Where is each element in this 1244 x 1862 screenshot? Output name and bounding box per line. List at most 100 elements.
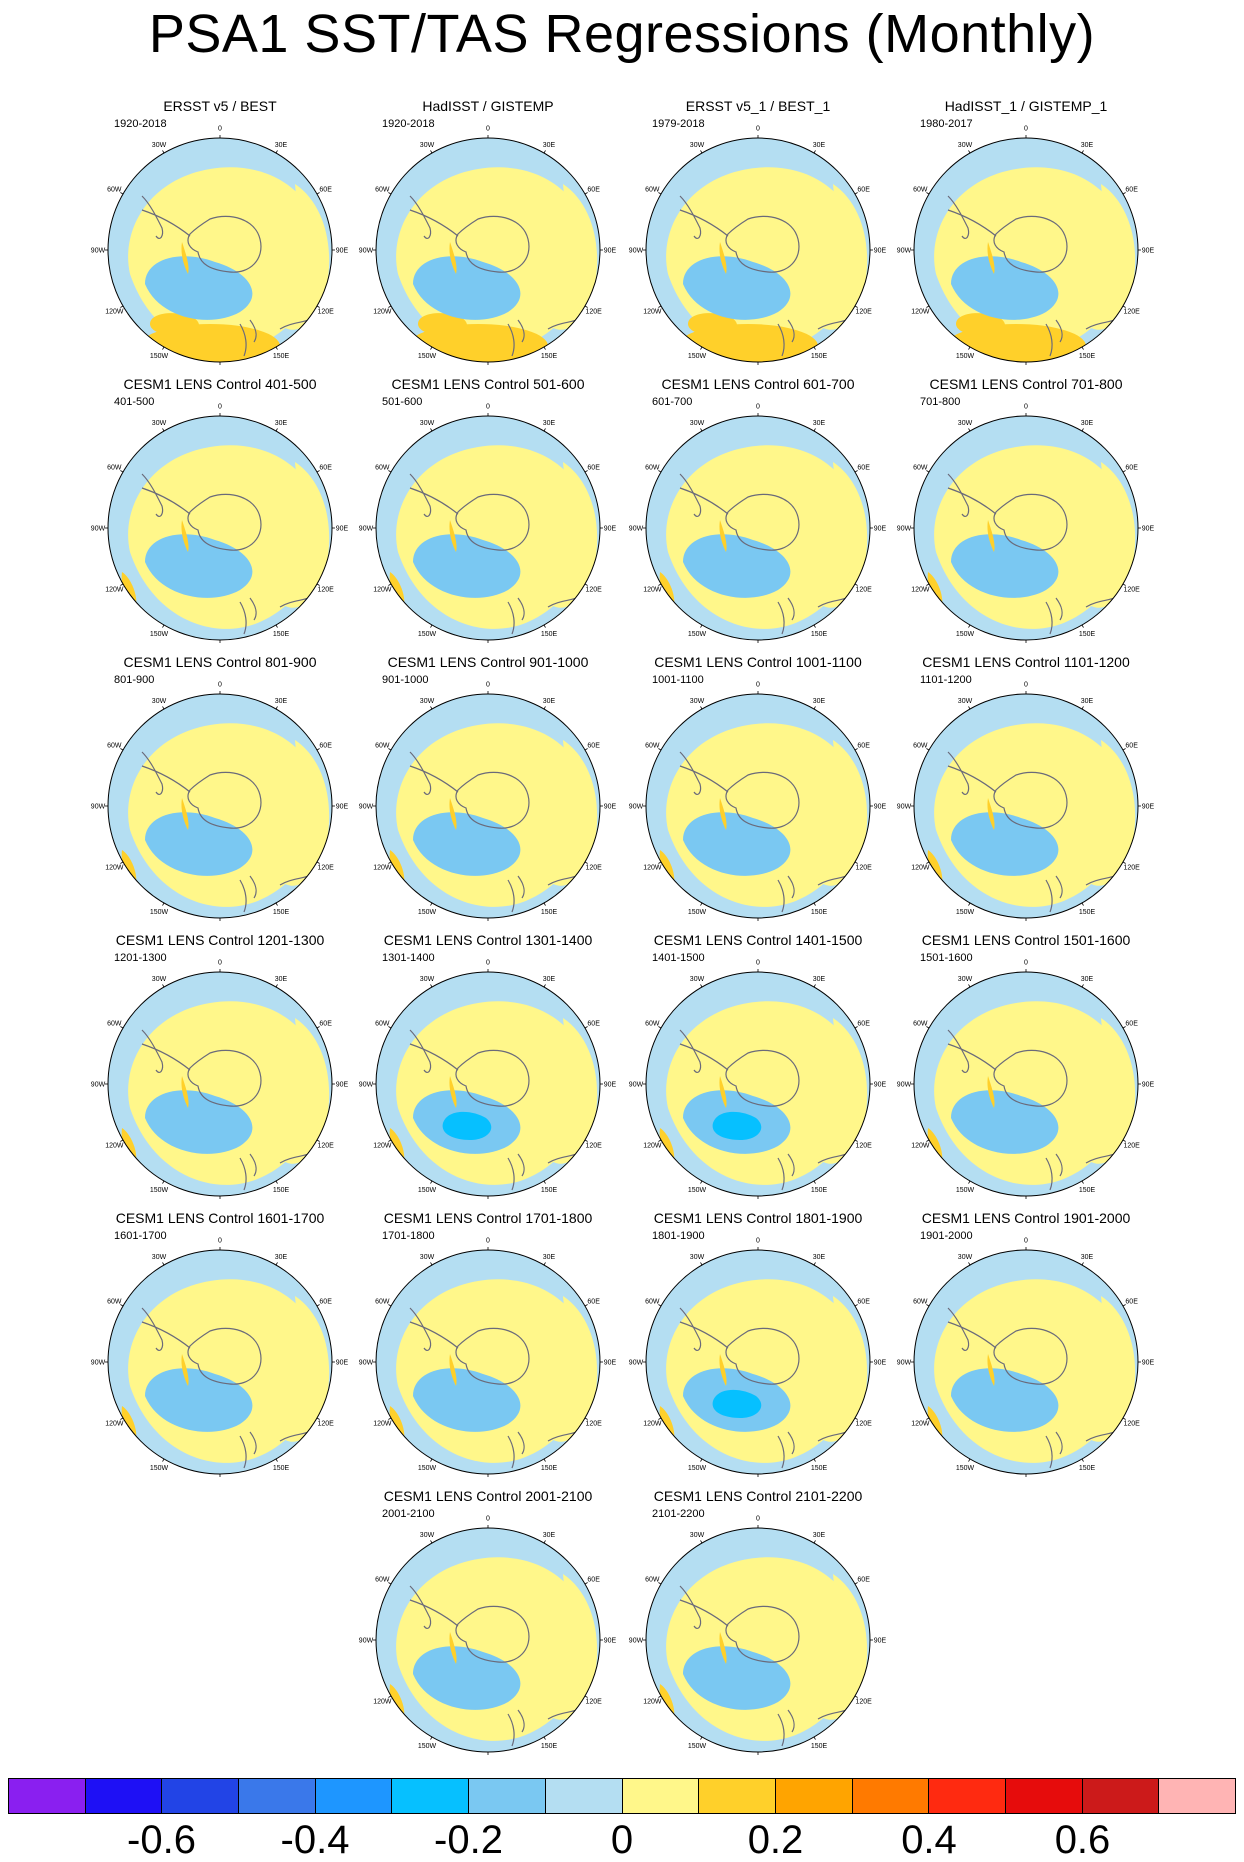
panel-title: CESM1 LENS Control 1901-2000 [921, 1210, 1131, 1226]
lon-tick [543, 902, 546, 906]
antarctica-outline [725, 1327, 800, 1385]
lon-tick [430, 1736, 433, 1740]
lon-tick [700, 1458, 703, 1462]
antarctica-outline [993, 771, 1068, 829]
south-america-outline [947, 751, 970, 795]
lon-label: 90W [629, 804, 644, 811]
lon-label: 120W [911, 1421, 930, 1428]
lon-label: 30E [543, 698, 556, 705]
lon-tick [120, 748, 124, 751]
polar-map: 030E60E90E120E150E180150W120W90W60W30W [629, 682, 887, 921]
map-panel: CESM1 LENS Control 501-600 501-600 0 30E 60E… [358, 376, 618, 646]
south-america-outline [141, 1307, 164, 1351]
lon-label: 150W [418, 1187, 437, 1194]
new-zealand-outline [507, 875, 525, 913]
lon-tick [388, 861, 392, 864]
africa-outline [285, 975, 299, 997]
lon-label: 150W [150, 1187, 169, 1194]
lon-label: 150E [1079, 1187, 1096, 1194]
antarctica-outline [187, 1049, 262, 1107]
new-zealand-outline [777, 1431, 795, 1469]
lon-tick [854, 1139, 858, 1142]
lon-tick [120, 192, 124, 195]
new-zealand-outline [777, 1153, 795, 1191]
lon-tick [543, 1540, 546, 1544]
lon-label: 30E [543, 1254, 556, 1261]
lon-label: 120W [373, 309, 392, 316]
lon-label: 90W [91, 1082, 106, 1089]
panel-title: CESM1 LENS Control 501-600 [391, 376, 585, 392]
colorbar-cell [545, 1779, 623, 1813]
lon-tick [700, 1262, 703, 1266]
africa-outline [1091, 1253, 1105, 1275]
lon-tick [926, 1026, 930, 1029]
panel-years: 701-800 [920, 396, 961, 408]
lon-tick [854, 1582, 858, 1585]
lon-tick [700, 902, 703, 906]
lon-label: 0 [486, 404, 490, 411]
map-panel: CESM1 LENS Control 1901-2000 1901-2000 0 30… [896, 1210, 1156, 1480]
lon-tick [968, 1180, 971, 1184]
lon-tick [658, 1026, 662, 1029]
panel-years: 501-600 [382, 396, 423, 408]
negative-anomaly-region [413, 1646, 521, 1710]
lon-tick [584, 748, 588, 751]
strong-positive-region [449, 242, 457, 274]
lon-label: 60E [1125, 1299, 1138, 1306]
new-zealand-outline [1045, 1431, 1063, 1469]
lon-label: 150E [1079, 631, 1096, 638]
map-panel: CESM1 LENS Control 1401-1500 1401-1500 0 30… [628, 932, 888, 1202]
south-america-outline [409, 473, 432, 517]
lon-tick [584, 1139, 588, 1142]
strong-positive-region [956, 313, 1006, 337]
lon-label: 30W [958, 698, 973, 705]
polar-map: 030E60E90E120E150E180150W120W90W60W30W [91, 960, 349, 1199]
lon-label: 30E [543, 420, 556, 427]
lon-label: 150E [273, 353, 290, 360]
lon-label: 120E [585, 865, 602, 872]
strong-negative-region [442, 1111, 492, 1140]
panel-years: 2101-2200 [652, 1508, 705, 1520]
lon-label: 90E [336, 804, 349, 811]
lon-label: 150W [150, 1465, 169, 1472]
lon-label: 60W [645, 1021, 660, 1028]
lon-tick [1122, 1026, 1126, 1029]
positive-anomaly-region [818, 1574, 868, 1720]
africa-outline [553, 975, 567, 997]
lon-label: 60E [319, 187, 332, 194]
lon-label: 60E [1125, 187, 1138, 194]
lon-label: 90W [897, 248, 912, 255]
lon-label: 30E [813, 698, 826, 705]
colorbar-cell [929, 1779, 1006, 1813]
lon-tick [316, 470, 320, 473]
lon-tick [162, 902, 165, 906]
lon-tick [926, 748, 930, 751]
panel-title: CESM1 LENS Control 701-800 [929, 376, 1123, 392]
antarctica-outline [455, 215, 530, 273]
lon-tick [275, 984, 278, 988]
lon-label: 120W [373, 1699, 392, 1706]
lon-label: 60W [107, 187, 122, 194]
lon-label: 120W [643, 309, 662, 316]
lon-label: 120E [317, 1143, 334, 1150]
lon-tick [388, 1139, 392, 1142]
lon-label: 90W [359, 1638, 374, 1645]
negative-anomaly-region [413, 256, 521, 320]
lon-tick [275, 150, 278, 154]
lon-label: 0 [1024, 960, 1028, 967]
lon-tick [120, 861, 124, 864]
polar-map: 030E60E90E120E150E180150W120W90W60W30W [91, 126, 349, 365]
lon-label: 60E [319, 465, 332, 472]
colorbar-label: -0.4 [280, 1818, 350, 1862]
lon-label: 60E [319, 1299, 332, 1306]
lon-label: 120W [373, 1421, 392, 1428]
lon-label: 30E [813, 1254, 826, 1261]
polar-map: 030E60E90E120E150E180150W120W90W60W30W [629, 1238, 887, 1477]
map-panel: CESM1 LENS Control 1801-1900 1801-1900 0 30… [628, 1210, 888, 1480]
lon-label: 120E [855, 587, 872, 594]
positive-anomaly-region [1086, 462, 1136, 608]
lon-label: 120E [855, 1143, 872, 1150]
lon-tick [926, 305, 930, 308]
negative-anomaly-region [145, 812, 253, 876]
lon-tick [854, 583, 858, 586]
